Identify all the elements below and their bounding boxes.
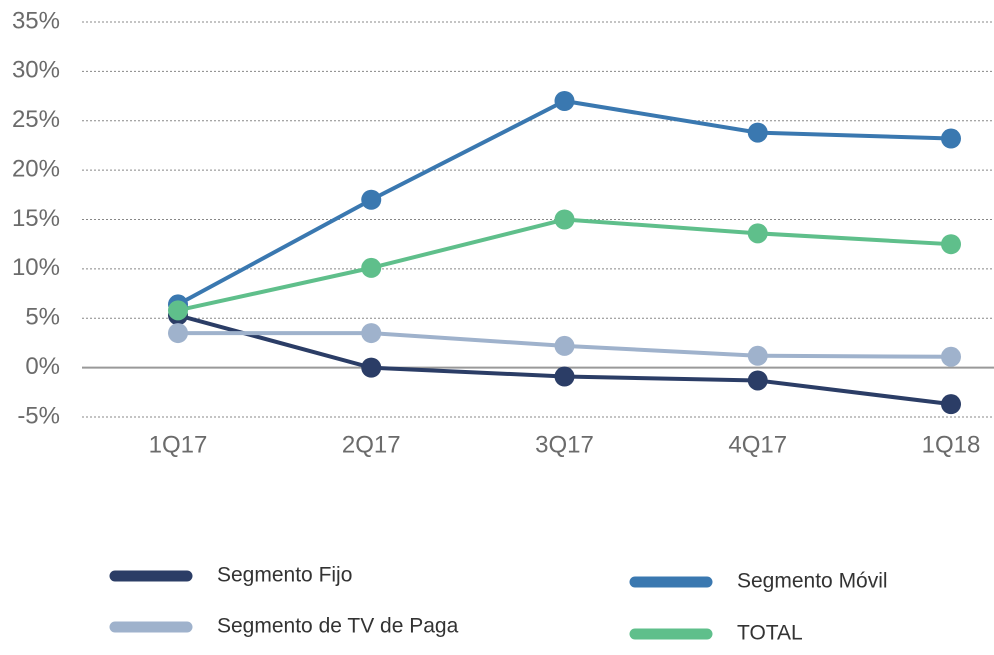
data-point bbox=[554, 366, 575, 387]
series-line bbox=[177, 313, 952, 407]
x-tick-label: 1Q17 bbox=[149, 431, 208, 458]
data-point bbox=[941, 234, 961, 255]
legend-label: Segmento Móvil bbox=[737, 570, 888, 593]
y-tick-label: 0% bbox=[25, 353, 60, 380]
data-point bbox=[554, 91, 575, 111]
data-point bbox=[361, 257, 382, 278]
data-point bbox=[361, 357, 382, 378]
data-point bbox=[941, 346, 961, 367]
y-tick-label: 10% bbox=[12, 254, 60, 281]
data-point bbox=[941, 128, 961, 149]
y-tick-label: -5% bbox=[17, 402, 60, 429]
y-tick-label: 20% bbox=[12, 155, 60, 182]
data-point bbox=[747, 370, 768, 391]
legend-label: Segmento de TV de Paga bbox=[217, 615, 459, 638]
y-tick-label: 25% bbox=[12, 106, 60, 133]
data-point bbox=[941, 394, 961, 415]
data-point bbox=[747, 122, 768, 143]
x-tick-label: 2Q17 bbox=[342, 431, 401, 458]
x-tick-label: 1Q18 bbox=[922, 431, 981, 458]
y-tick-label: 5% bbox=[25, 304, 60, 331]
x-tick-label: 3Q17 bbox=[535, 431, 594, 458]
series-line bbox=[177, 98, 952, 307]
x-tick-label: 4Q17 bbox=[728, 431, 787, 458]
data-point bbox=[168, 323, 188, 344]
legend-label: Segmento Fijo bbox=[217, 564, 352, 587]
y-tick-label: 35% bbox=[12, 7, 60, 34]
y-tick-label: 30% bbox=[12, 57, 60, 84]
data-point bbox=[168, 300, 188, 321]
data-point bbox=[747, 345, 768, 366]
data-point bbox=[747, 223, 768, 244]
legend-label: TOTAL bbox=[737, 622, 803, 645]
data-point bbox=[554, 335, 575, 356]
y-tick-label: 15% bbox=[12, 205, 60, 232]
data-point bbox=[361, 323, 382, 344]
data-point bbox=[361, 189, 382, 210]
data-point bbox=[554, 209, 575, 230]
series-line bbox=[177, 217, 952, 313]
